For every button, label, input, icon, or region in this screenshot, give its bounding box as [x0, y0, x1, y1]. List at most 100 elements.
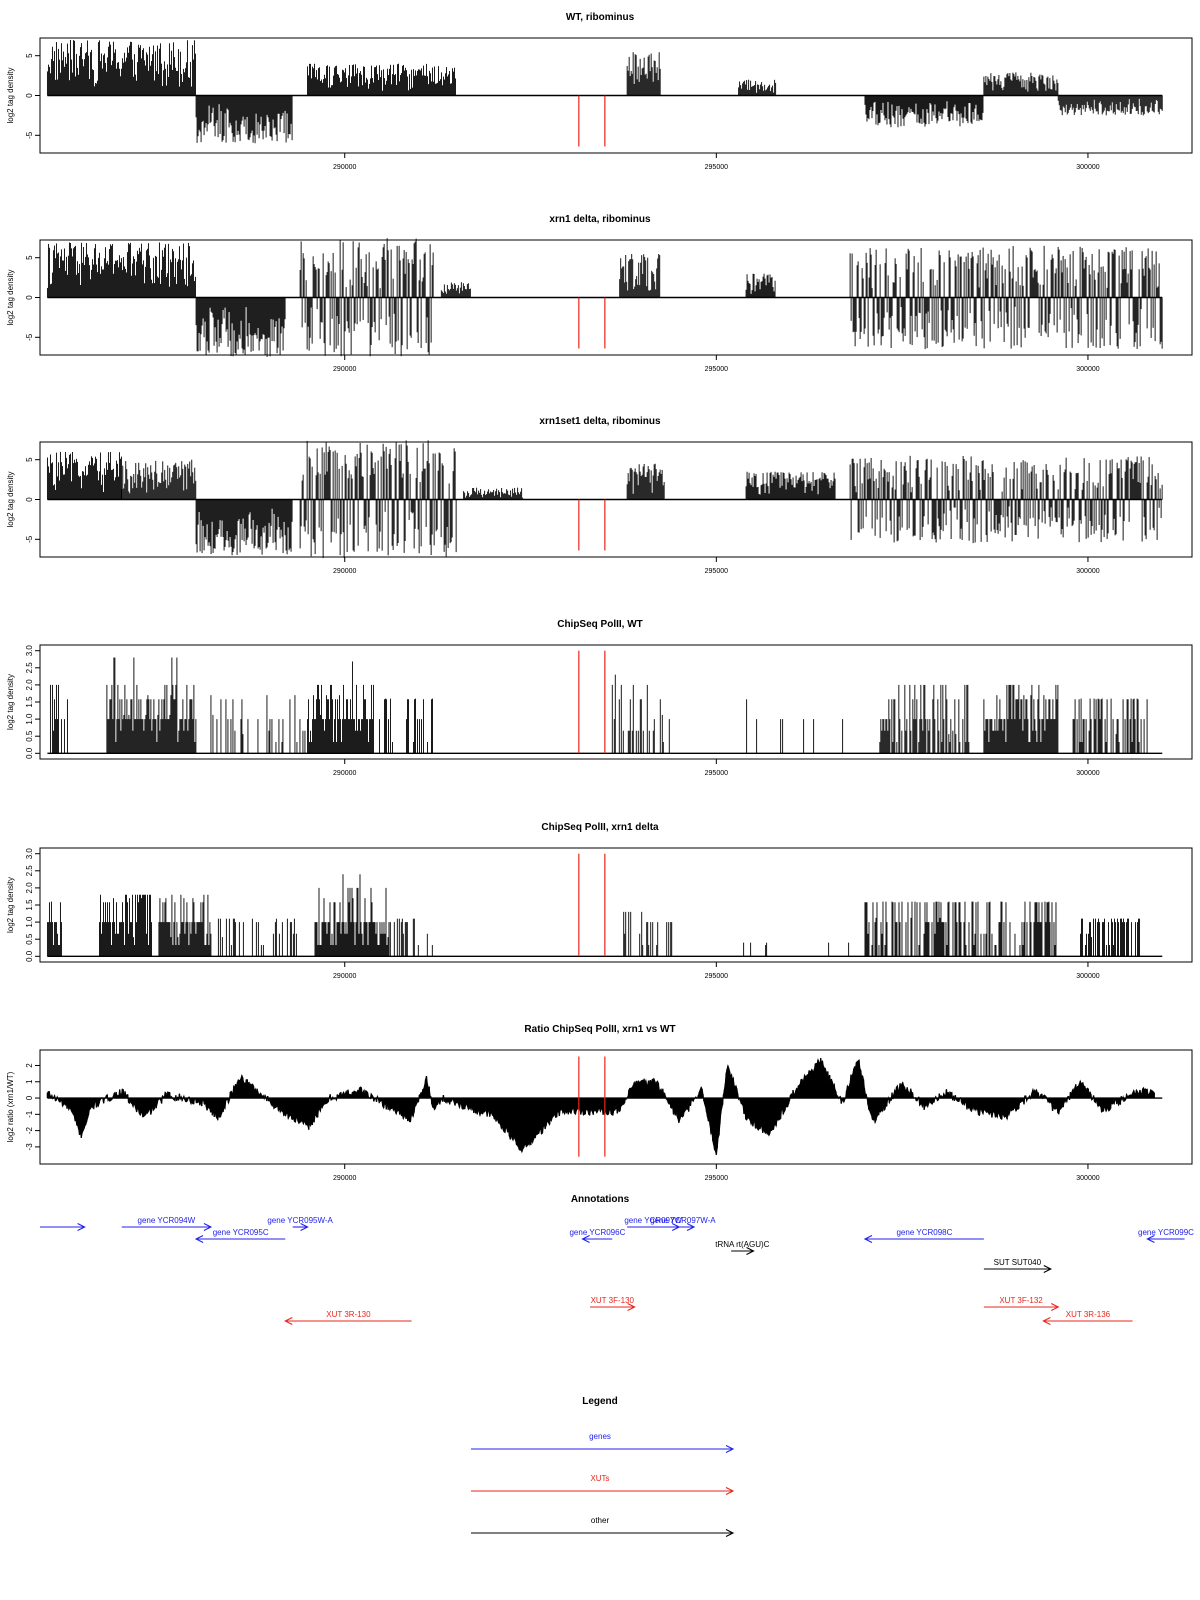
y-tick-label: 1.5	[25, 899, 34, 911]
chart-title: Ratio ChipSeq PolII, xrn1 vs WT	[524, 1024, 675, 1035]
ratio-line	[47, 1058, 1155, 1155]
x-tick-label: 300000	[1076, 1175, 1099, 1182]
annotation-gene: gene YCR099C	[1138, 1228, 1194, 1243]
annotation-other: tRNA rt(AGU)C	[715, 1240, 770, 1255]
annotation-arrow-head	[1050, 1303, 1060, 1311]
annotation-arrow-head	[300, 1223, 309, 1231]
legend-item: genes	[471, 1432, 735, 1453]
annotation-xut: XUT 3R-136	[1042, 1310, 1133, 1325]
annotation-label: SUT SUT040	[994, 1258, 1042, 1267]
y-tick-label: -1	[25, 1110, 34, 1118]
x-tick-label: 290000	[333, 568, 356, 575]
y-tick-label: 0.5	[25, 933, 34, 945]
annotation-xut: XUT 3F-132	[983, 1296, 1060, 1311]
chart-title: xrn1 delta, ribominus	[549, 214, 651, 225]
x-tick-label: 290000	[333, 973, 356, 980]
legend-item: other	[471, 1516, 735, 1537]
y-tick-label: -5	[25, 535, 34, 543]
y-tick-label: 2.0	[25, 882, 34, 894]
y-tick-label: 2.5	[25, 662, 34, 674]
annotation-arrow-head	[77, 1223, 86, 1231]
bar-series	[46, 440, 1163, 559]
x-tick-label: 300000	[1076, 164, 1099, 171]
annotation-gene	[40, 1223, 86, 1231]
plot-frame	[39, 1049, 1193, 1165]
x-tick-label: 295000	[705, 1175, 728, 1182]
annotation-label: gene YCR099C	[1138, 1228, 1194, 1237]
annotation-arrow-head	[203, 1223, 213, 1231]
annotation-arrow-head	[284, 1317, 293, 1325]
y-axis-label: log2 tag density	[6, 471, 15, 527]
y-tick-label: -5	[25, 333, 34, 341]
y-tick-label: 5	[25, 255, 34, 260]
x-tick-label: 295000	[705, 770, 728, 777]
ratio-area	[46, 1058, 1155, 1155]
y-tick-label: -5	[25, 131, 34, 139]
legend-title: Legend	[582, 1396, 618, 1407]
annotation-arrow-head	[746, 1247, 755, 1255]
annotation-label: gene YCR097W	[624, 1216, 682, 1225]
legend-item: XUTs	[471, 1474, 735, 1495]
x-tick-label: 290000	[333, 1175, 356, 1182]
x-tick-label: 295000	[705, 366, 728, 373]
annotation-arrow-head	[1042, 1317, 1051, 1325]
chart-panel: xrn1 delta, ribominus log2 tag density -5 0…	[6, 214, 1193, 373]
y-tick-label: 3.0	[25, 645, 34, 657]
y-axis-label: log2 ratio (xrn1/WT)	[6, 1071, 15, 1142]
annotation-other: SUT SUT040	[983, 1258, 1053, 1273]
annotation-arrow-head	[863, 1235, 873, 1243]
y-tick-label: 0	[25, 497, 34, 502]
x-tick-label: 290000	[333, 770, 356, 777]
bar-series	[46, 39, 1163, 144]
y-tick-label: -3	[25, 1143, 34, 1151]
annotation-xut: XUT 3F-130	[589, 1296, 636, 1311]
y-tick-label: 0.0	[25, 950, 34, 962]
annotation-xut: XUT 3R-130	[284, 1310, 412, 1325]
y-tick-label: 1	[25, 1079, 34, 1084]
x-tick-label: 295000	[705, 973, 728, 980]
y-tick-label: 2	[25, 1063, 34, 1068]
x-tick-label: 295000	[705, 568, 728, 575]
y-tick-label: 0.5	[25, 730, 34, 742]
chart-title: ChipSeq PolII, xrn1 delta	[541, 822, 659, 833]
annotation-arrow-head	[1146, 1235, 1155, 1243]
annotation-label: gene YCR098C	[896, 1228, 952, 1237]
annotation-label: gene YCR095W-A	[267, 1216, 333, 1225]
y-axis-label: log2 tag density	[6, 877, 15, 933]
annotation-gene: gene YCR094W	[121, 1216, 213, 1231]
legend-arrow-head	[725, 1487, 735, 1495]
x-tick-label: 300000	[1076, 366, 1099, 373]
y-tick-label: 1.0	[25, 713, 34, 725]
x-tick-label: 300000	[1076, 568, 1099, 575]
x-tick-label: 290000	[333, 164, 356, 171]
annotation-arrow-head	[627, 1303, 636, 1311]
y-tick-label: 2.5	[25, 865, 34, 877]
chart-title: xrn1set1 delta, ribominus	[539, 416, 661, 427]
annotation-gene: gene YCR095C	[194, 1228, 286, 1243]
annotation-arrow-head	[686, 1223, 696, 1231]
y-axis-label: log2 tag density	[6, 269, 15, 325]
legend-arrow-head	[725, 1529, 735, 1537]
y-tick-label: 5	[25, 457, 34, 462]
x-tick-label: 295000	[705, 164, 728, 171]
annotation-label: gene YCR095C	[213, 1228, 269, 1237]
y-axis-label: log2 tag density	[6, 67, 15, 123]
y-tick-label: 0	[25, 295, 34, 300]
annotation-gene: gene YCR096C	[569, 1228, 626, 1243]
annotation-arrow-head	[581, 1235, 590, 1243]
bar-series	[49, 657, 1148, 754]
annotation-label: XUT 3R-136	[1066, 1310, 1111, 1319]
annotation-arrow-head	[194, 1235, 204, 1243]
annotation-label: gene YCR096C	[569, 1228, 625, 1237]
annotation-gene: gene YCR097W-A	[650, 1216, 716, 1231]
annotation-label: gene YCR097W-A	[650, 1216, 716, 1225]
chart-title: ChipSeq PolII, WT	[557, 619, 643, 630]
annotations-panel: Annotations gene YCR094W gene YCR095C gene …	[40, 1194, 1194, 1325]
y-tick-label: -2	[25, 1127, 34, 1135]
legend-label: XUTs	[590, 1474, 609, 1483]
chart-panel: Ratio ChipSeq PolII, xrn1 vs WT log2 rati…	[6, 1024, 1193, 1182]
y-tick-label: 1.5	[25, 696, 34, 708]
bar-series	[46, 874, 1140, 957]
annotation-gene: gene YCR098C	[863, 1228, 984, 1243]
